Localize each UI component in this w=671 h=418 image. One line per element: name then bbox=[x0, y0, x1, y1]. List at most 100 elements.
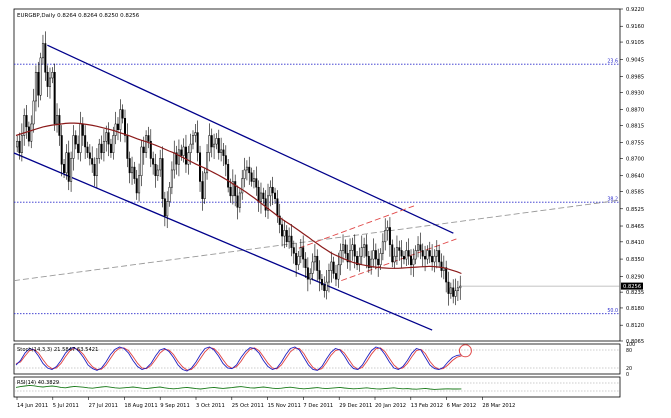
channel-upper-line bbox=[47, 44, 454, 234]
x-tick-label: 5 Jul 2011 bbox=[53, 403, 79, 409]
x-tick-label: 25 Oct 2011 bbox=[232, 403, 264, 409]
candle-body bbox=[154, 163, 157, 176]
candle-body bbox=[224, 155, 227, 165]
candle-body bbox=[320, 278, 323, 286]
candle-body bbox=[278, 215, 281, 225]
candle-body bbox=[243, 169, 246, 179]
candle-body bbox=[342, 244, 345, 251]
y-tick-label: 0.8815 bbox=[626, 123, 644, 129]
x-tick-label: 18 Aug 2011 bbox=[124, 403, 157, 409]
candle-body bbox=[353, 244, 356, 257]
candle-body bbox=[109, 143, 112, 153]
candle-body bbox=[344, 244, 347, 254]
candle-body bbox=[128, 158, 131, 174]
candle-body bbox=[236, 195, 239, 208]
candle-body bbox=[58, 115, 61, 136]
candle-body bbox=[170, 169, 173, 188]
candle-body bbox=[360, 247, 363, 257]
candle-body bbox=[173, 152, 176, 171]
candle-body bbox=[255, 178, 258, 188]
candle-body bbox=[16, 140, 19, 148]
candle-body bbox=[95, 158, 98, 176]
candle-body bbox=[140, 146, 143, 176]
candle-body bbox=[187, 152, 190, 165]
candle-body bbox=[116, 123, 119, 130]
candle-body bbox=[264, 198, 267, 211]
candle-body bbox=[142, 146, 145, 153]
candle-body bbox=[79, 123, 82, 153]
candle-body bbox=[81, 123, 84, 136]
candle-body bbox=[121, 109, 124, 119]
candle-body bbox=[306, 267, 309, 280]
candle-body bbox=[199, 152, 202, 182]
y-tick-label: 0.8985 bbox=[626, 75, 644, 81]
x-tick-label: 6 Mar 2012 bbox=[447, 403, 477, 409]
x-tick-label: 7 Dec 2011 bbox=[303, 403, 333, 409]
candle-body bbox=[56, 115, 59, 125]
candle-body bbox=[227, 163, 230, 188]
candle-body bbox=[48, 77, 51, 87]
candle-body bbox=[391, 244, 394, 263]
y-tick-label: 0.8930 bbox=[626, 90, 644, 96]
candle-body bbox=[203, 172, 206, 199]
candle-body bbox=[93, 163, 96, 176]
y-tick-label: 0.9160 bbox=[626, 24, 644, 30]
y-tick-label: 0.9105 bbox=[626, 40, 644, 46]
candle-body bbox=[274, 192, 277, 199]
candle-body bbox=[25, 115, 28, 128]
candle-body bbox=[34, 71, 37, 102]
candle-body bbox=[119, 109, 122, 130]
candle-body bbox=[309, 273, 312, 280]
candle-body bbox=[133, 166, 136, 179]
candle-body bbox=[346, 253, 349, 263]
y-tick-label: 0.8120 bbox=[626, 323, 644, 329]
candle-body bbox=[60, 135, 63, 165]
x-tick-label: 3 Oct 2011 bbox=[196, 403, 225, 409]
candle-body bbox=[454, 290, 457, 297]
candle-body bbox=[447, 281, 450, 294]
candle-body bbox=[105, 132, 108, 142]
candle-body bbox=[18, 140, 21, 153]
candle-body bbox=[402, 255, 405, 260]
candle-body bbox=[349, 250, 352, 263]
candle-body bbox=[67, 152, 70, 182]
candle-body bbox=[313, 255, 316, 263]
candle-body bbox=[37, 71, 40, 96]
inner-channel-upper-line bbox=[298, 205, 415, 249]
candle-body bbox=[126, 135, 129, 159]
y-tick-label: 0.8465 bbox=[626, 224, 644, 230]
candle-body bbox=[449, 287, 452, 294]
candle-body bbox=[124, 117, 127, 136]
candle-body bbox=[445, 267, 448, 283]
candle-body bbox=[163, 198, 166, 217]
candle-body bbox=[156, 169, 159, 176]
candle-body bbox=[53, 71, 56, 125]
candle-body bbox=[363, 244, 366, 248]
candle-body bbox=[257, 186, 260, 202]
candle-body bbox=[231, 181, 234, 197]
candle-body bbox=[88, 152, 91, 159]
stochastic-highlight-circle bbox=[458, 344, 472, 358]
candle-body bbox=[299, 247, 302, 257]
candle-body bbox=[252, 178, 255, 182]
candle-body bbox=[424, 255, 427, 260]
rsi-panel-frame bbox=[13, 376, 621, 398]
candle-body bbox=[412, 258, 415, 266]
candle-body bbox=[213, 143, 216, 148]
main-panel-frame bbox=[13, 8, 621, 342]
candle-body bbox=[377, 258, 380, 266]
candle-body bbox=[421, 250, 424, 257]
candle-body bbox=[372, 250, 375, 260]
candle-body bbox=[135, 178, 138, 194]
y-tick-label: 0.8410 bbox=[626, 240, 644, 246]
candle-body bbox=[84, 135, 87, 148]
last-price-box bbox=[621, 282, 643, 290]
candle-body bbox=[281, 224, 284, 237]
candle-body bbox=[388, 227, 391, 245]
y-tick-label: 0.8640 bbox=[626, 174, 644, 180]
candle-body bbox=[384, 230, 387, 243]
candle-body bbox=[311, 261, 314, 274]
candle-body bbox=[290, 235, 293, 248]
candle-body bbox=[229, 186, 232, 197]
